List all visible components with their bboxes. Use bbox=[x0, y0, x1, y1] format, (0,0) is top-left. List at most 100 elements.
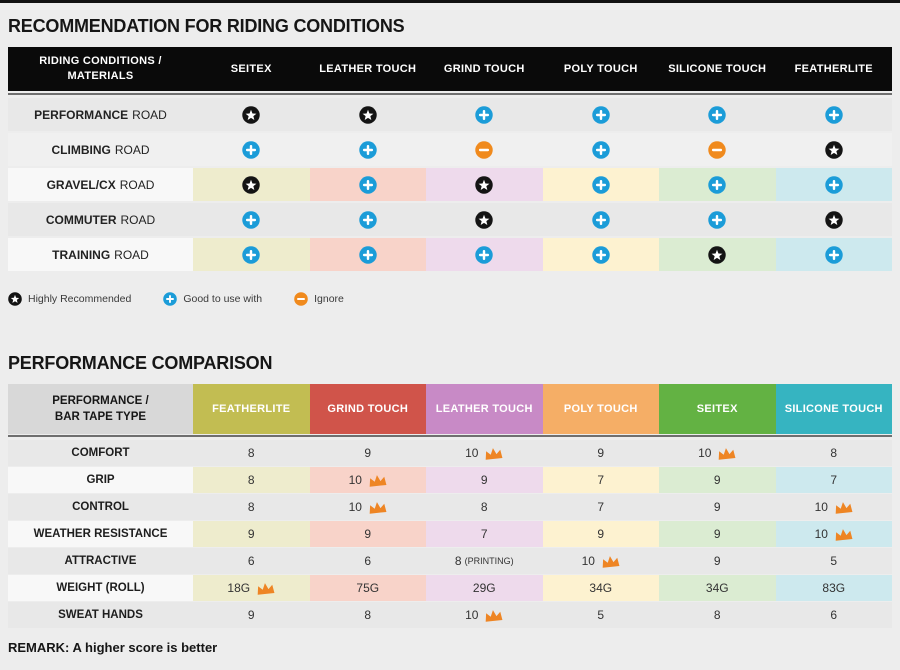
legend-item: Highly Recommended bbox=[8, 292, 131, 306]
score-value: 9 bbox=[713, 473, 721, 487]
legend-label: Highly Recommended bbox=[28, 293, 132, 305]
score-cell: 18G bbox=[193, 575, 310, 601]
plus-icon bbox=[592, 245, 610, 264]
plus-icon bbox=[475, 245, 493, 264]
score-value: 7 bbox=[480, 527, 488, 541]
perf-row-label: WEIGHT (ROLL) bbox=[8, 575, 193, 601]
crown-icon bbox=[719, 447, 736, 460]
score-cell: 9 bbox=[659, 521, 776, 547]
score-cell: 9 bbox=[426, 467, 543, 493]
score-cell: 9 bbox=[659, 548, 776, 574]
crown-icon bbox=[486, 447, 503, 460]
score-value: 8 bbox=[247, 473, 255, 487]
score-cell: 9 bbox=[193, 521, 310, 547]
perf-table-row: SWEAT HANDS 9 8 10 5 8 6 bbox=[8, 602, 892, 628]
perf-column-header: SILICONE TOUCH bbox=[775, 384, 892, 434]
recommendation-cell bbox=[659, 133, 776, 166]
recommendation-cell bbox=[309, 203, 426, 236]
plus-icon bbox=[242, 210, 260, 229]
score-value: 9 bbox=[597, 527, 605, 541]
recommendation-cell bbox=[193, 98, 310, 131]
recommendation-cell bbox=[659, 203, 776, 236]
recommendation-cell bbox=[542, 238, 659, 271]
riding-column-header: LEATHER TOUCH bbox=[319, 63, 417, 75]
plus-icon bbox=[475, 105, 493, 124]
perf-column-header: POLY TOUCH bbox=[542, 384, 659, 434]
riding-table-body: PERFORMANCE ROAD CLIMBING ROAD GRAVEL/CX ROAD… bbox=[8, 98, 892, 271]
score-value: 75G bbox=[356, 581, 380, 595]
legend-label: Ignore bbox=[314, 293, 344, 305]
minus-icon bbox=[708, 140, 726, 159]
score-cell: 34G bbox=[659, 575, 776, 601]
perf-table-row: COMFORT 8 9 10 9 10 8 bbox=[8, 440, 892, 466]
recommendation-cell bbox=[775, 98, 892, 131]
condition-name: COMMUTER bbox=[45, 212, 117, 227]
score-value: 8 bbox=[364, 608, 372, 622]
score-cell: 29G bbox=[426, 575, 543, 601]
star-icon bbox=[8, 292, 22, 306]
condition-name: CLIMBING bbox=[51, 142, 111, 157]
infographic: RECOMMENDATION FOR RIDING CONDITIONS RID… bbox=[0, 16, 900, 655]
plus-icon bbox=[242, 245, 260, 264]
recommendation-cell bbox=[426, 168, 543, 201]
perf-header-row: PERFORMANCE / BAR TAPE TYPE FEATHERLITE G… bbox=[8, 384, 892, 434]
plus-icon bbox=[359, 245, 377, 264]
plus-icon bbox=[592, 140, 610, 159]
riding-corner-header: RIDING CONDITIONS / MATERIALS bbox=[8, 47, 193, 91]
score-cell: 10 bbox=[309, 467, 426, 493]
recommendation-cell bbox=[659, 168, 776, 201]
score-value: 8 bbox=[480, 500, 488, 514]
minus-icon bbox=[475, 140, 493, 159]
score-value: 9 bbox=[713, 500, 721, 514]
recommendation-cell bbox=[542, 133, 659, 166]
perf-row-label: COMFORT bbox=[8, 440, 193, 466]
score-cell: 10 bbox=[426, 602, 543, 628]
score-cell: 8 bbox=[659, 602, 776, 628]
plus-icon bbox=[825, 105, 843, 124]
score-value: 8 bbox=[830, 446, 838, 460]
header-divider bbox=[8, 93, 892, 95]
star-icon bbox=[242, 175, 260, 194]
crown-icon bbox=[486, 609, 503, 622]
score-value: 83G bbox=[822, 581, 846, 595]
recommendation-cell bbox=[542, 203, 659, 236]
score-value: 8 bbox=[713, 608, 721, 622]
score-cell: 10 bbox=[775, 521, 892, 547]
remark: REMARK: A higher score is better bbox=[8, 640, 218, 655]
recommendation-cell bbox=[193, 168, 310, 201]
score-value: 8 bbox=[247, 500, 255, 514]
score-value: 6 bbox=[364, 554, 372, 568]
score-value: 10 bbox=[348, 473, 362, 487]
riding-section-title: RECOMMENDATION FOR RIDING CONDITIONS bbox=[8, 16, 405, 36]
perf-table-body: COMFORT 8 9 10 9 10 8 GRIP 8 10 9 7 9 7 CONTROL 8 10 8 7 9 1… bbox=[8, 440, 892, 628]
recommendation-cell bbox=[193, 133, 310, 166]
score-cell: 8 (PRINTING) bbox=[426, 548, 543, 574]
legend: Highly Recommended Good to use with Ignore bbox=[8, 291, 892, 307]
score-value: 10 bbox=[581, 554, 595, 568]
score-value: 10 bbox=[698, 446, 712, 460]
riding-column-header: SILICONE TOUCH bbox=[668, 63, 767, 75]
star-icon bbox=[242, 105, 260, 124]
score-value: 6 bbox=[830, 608, 838, 622]
recommendation-cell bbox=[775, 133, 892, 166]
score-cell: 34G bbox=[542, 575, 659, 601]
score-cell: 9 bbox=[542, 521, 659, 547]
riding-column-header: GRIND TOUCH bbox=[443, 63, 525, 75]
plus-icon bbox=[825, 245, 843, 264]
recommendation-cell bbox=[775, 168, 892, 201]
perf-table-row: WEIGHT (ROLL) 18G 75G 29G 34G 34G 83G bbox=[8, 575, 892, 601]
score-cell: 8 bbox=[193, 467, 310, 493]
score-cell: 10 bbox=[542, 548, 659, 574]
crown-icon bbox=[369, 474, 387, 487]
riding-table-row: GRAVEL/CX ROAD bbox=[8, 168, 892, 201]
score-cell: 8 bbox=[426, 494, 543, 520]
legend-item: Good to use with bbox=[163, 292, 262, 306]
riding-row-label: GRAVEL/CX ROAD bbox=[8, 168, 193, 201]
score-value: 9 bbox=[597, 446, 605, 460]
score-cell: 6 bbox=[309, 548, 426, 574]
score-value: 7 bbox=[597, 500, 605, 514]
riding-table-row: TRAINING ROAD bbox=[8, 238, 892, 271]
perf-row-label: WEATHER RESISTANCE bbox=[8, 521, 193, 547]
plus-icon bbox=[708, 175, 726, 194]
